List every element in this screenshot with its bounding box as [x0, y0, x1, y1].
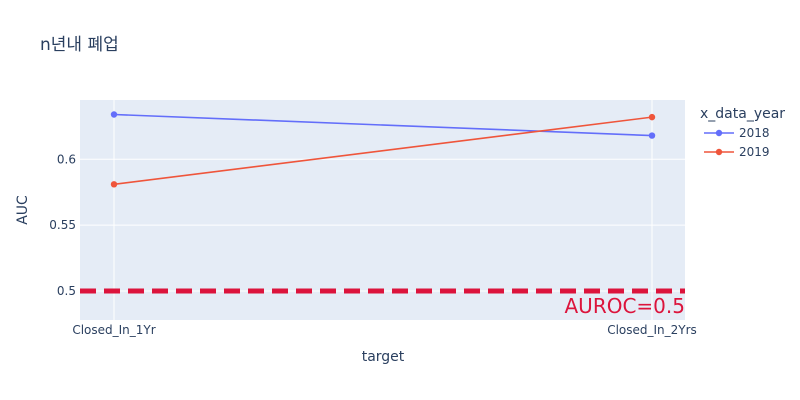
plot-background [80, 100, 685, 320]
x-axis-title: target [362, 349, 405, 365]
data-point-2018 [110, 111, 118, 118]
x-tick-label: Closed_In_1Yr [72, 323, 155, 337]
legend-item-label: 2018 [739, 126, 770, 140]
y-tick-label: 0.5 [57, 284, 76, 298]
legend-swatch-marker [715, 148, 723, 156]
legend-item-label: 2019 [739, 145, 770, 159]
legend-title: x_data_year [700, 106, 785, 122]
data-point-2018 [648, 132, 656, 139]
y-tick-label: 0.55 [49, 218, 76, 232]
y-tick-label: 0.6 [57, 152, 76, 166]
legend: x_data_year 2018 2019 [700, 106, 785, 159]
y-axis-title: AUC [15, 195, 31, 225]
data-point-2019 [110, 181, 118, 188]
x-tick-label: Closed_In_2Yrs [607, 323, 697, 337]
legend-swatch-marker [715, 129, 723, 137]
data-point-2019 [648, 113, 656, 121]
series-line-2019 [113, 116, 653, 186]
chart-title: n년내 폐업 [40, 35, 119, 55]
plot-area: 0.5 0.55 0.6 Closed_In_1Yr Closed_In_2Yrs AUR… [49, 100, 697, 337]
series-line-2018 [113, 113, 653, 137]
annotation-label: AUROC=0.5 [565, 294, 686, 318]
